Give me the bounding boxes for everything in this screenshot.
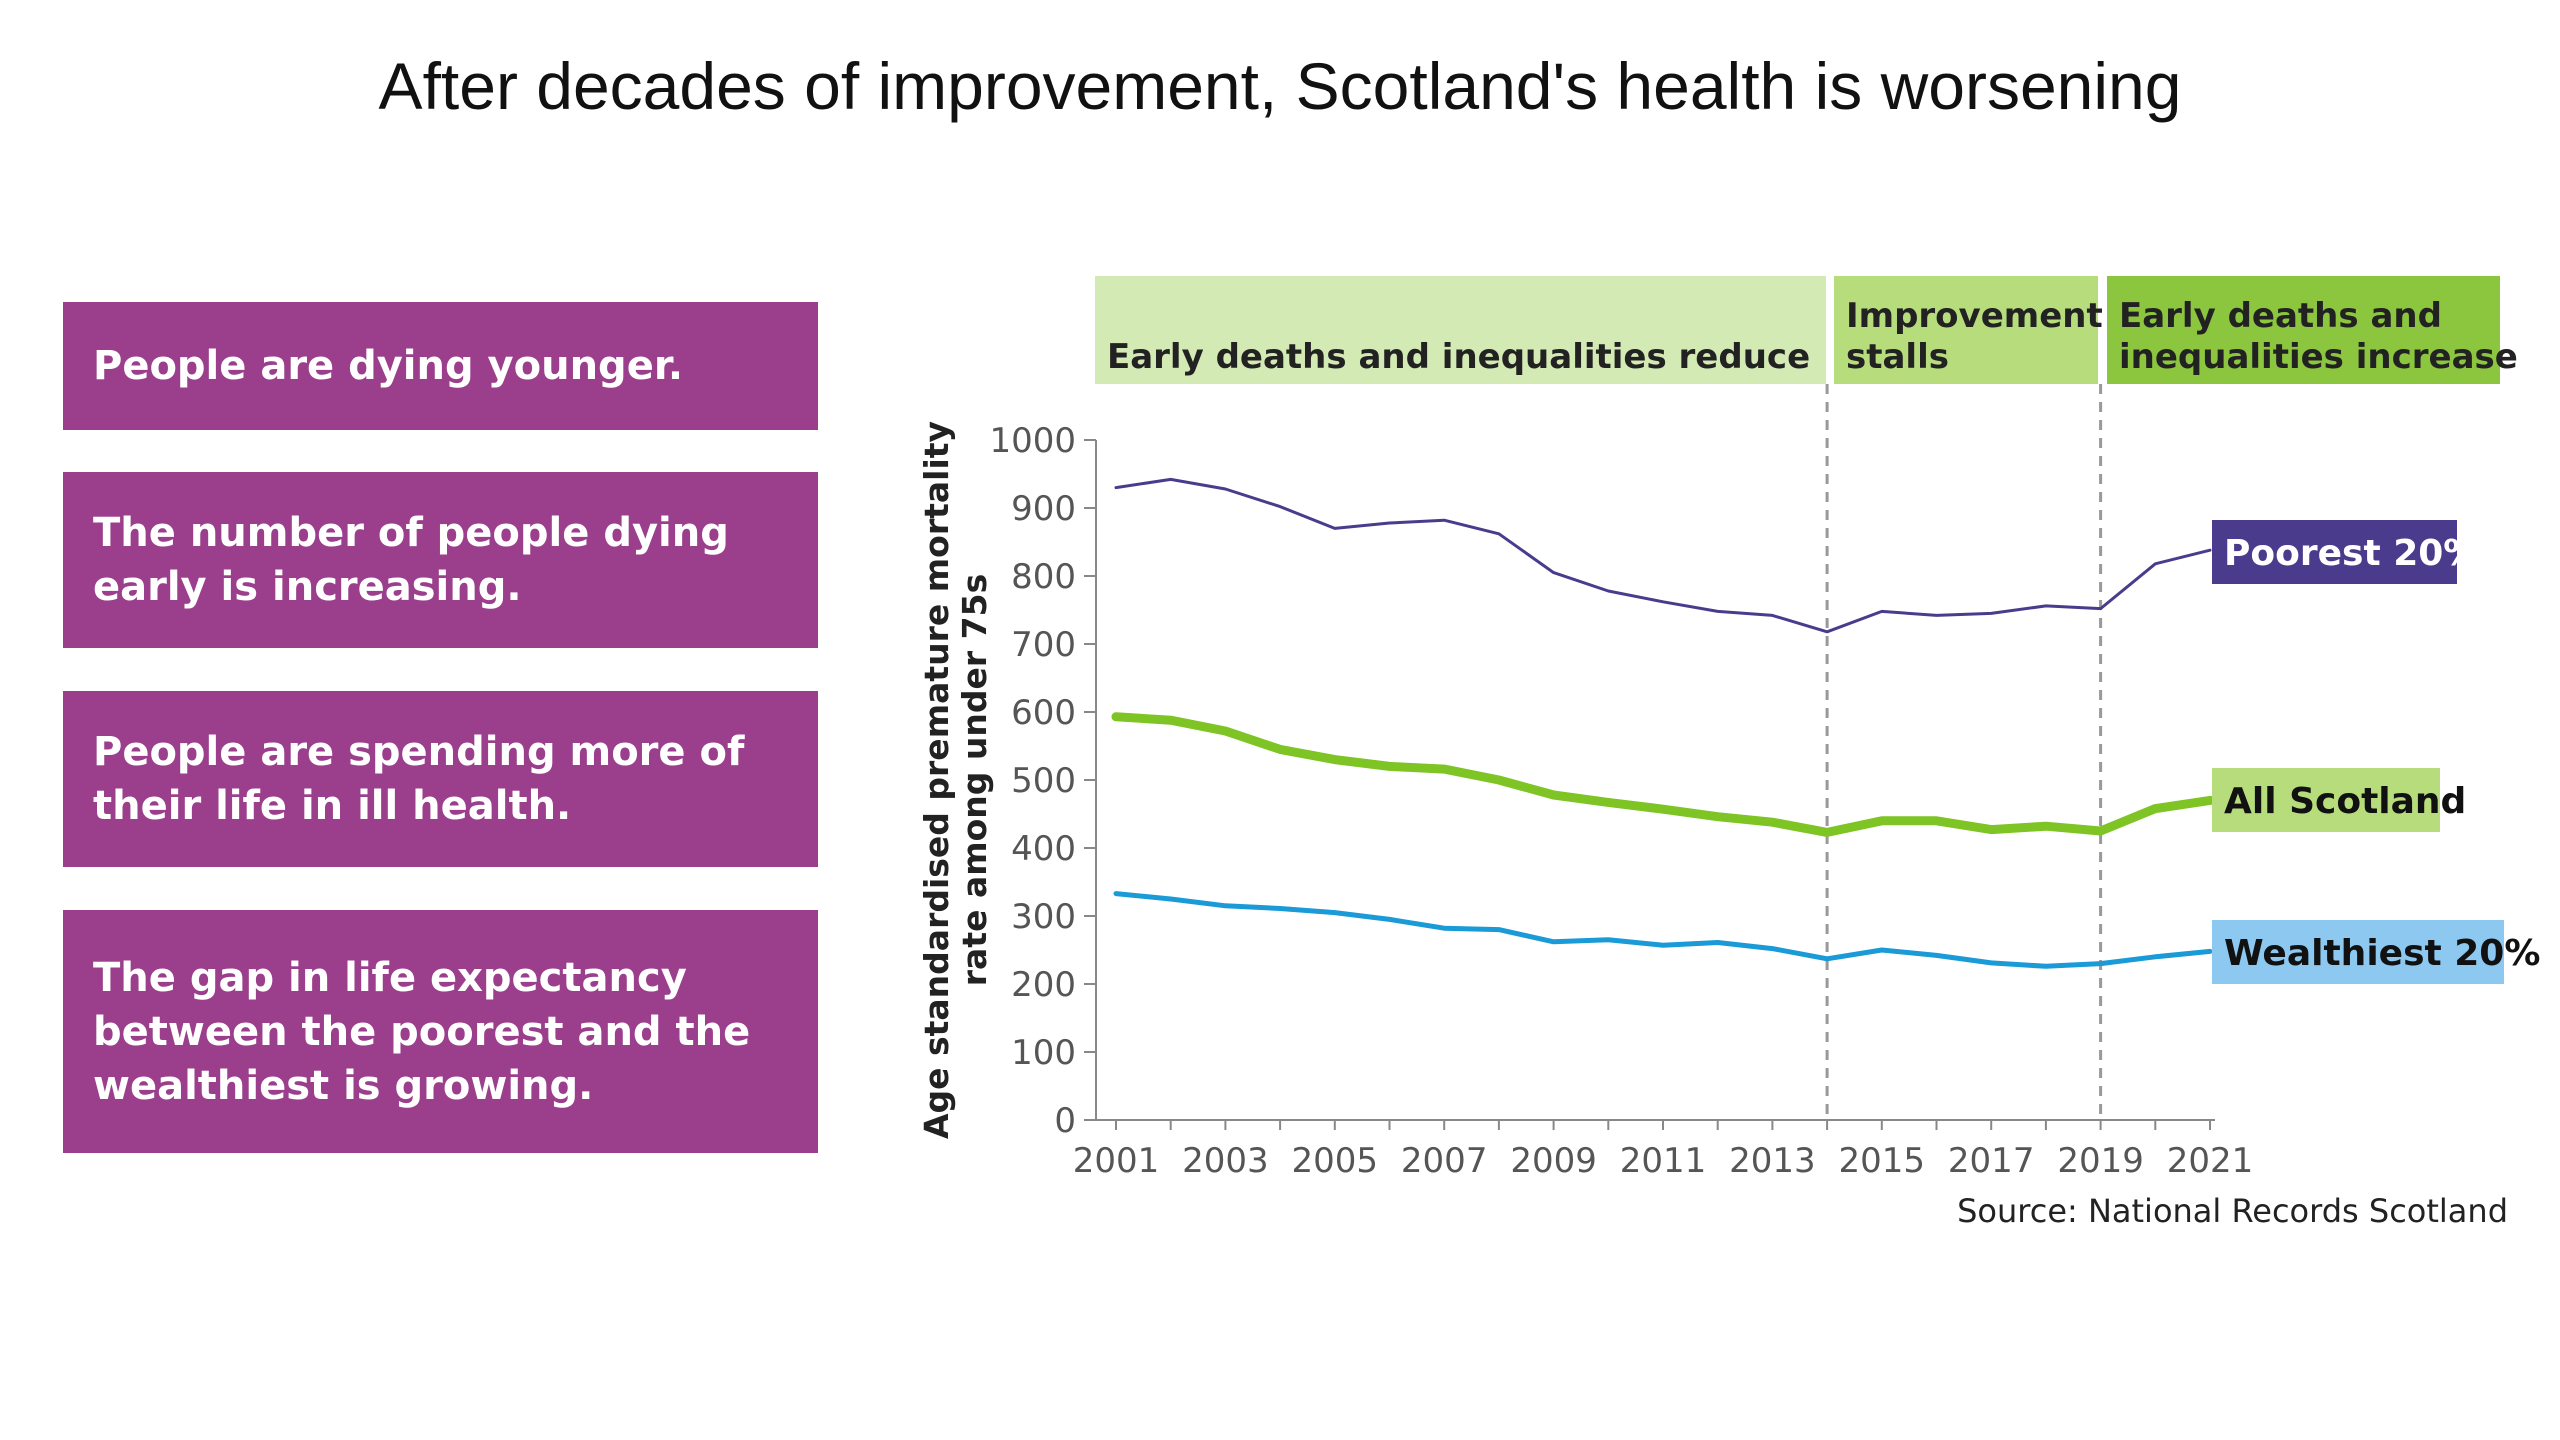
fact-text: The gap in life expectancy between the p… [93, 954, 751, 1109]
fact-box-ill-health: People are spending more of their life i… [63, 691, 818, 867]
legend-wealthiest-20: Wealthiest 20% [2224, 933, 2540, 974]
phase-label-1: Early deaths and inequalities reduce [1107, 337, 1810, 377]
x-tick-label: 2003 [1182, 1141, 1269, 1181]
y-tick-label: 500 [1011, 761, 1076, 801]
phase-band-3 [2107, 276, 2500, 384]
source-note: Source: National Records Scotland [1957, 1192, 2508, 1230]
x-tick-label: 2017 [1948, 1141, 2035, 1181]
y-tick-label: 0 [1054, 1101, 1076, 1141]
x-tick-label: 2001 [1073, 1141, 1160, 1181]
fact-text: The number of people dying early is incr… [93, 510, 729, 610]
y-tick-label: 600 [1011, 693, 1076, 733]
fact-box-life-expectancy-gap: The gap in life expectancy between the p… [63, 910, 818, 1153]
x-tick-label: 2019 [2057, 1141, 2144, 1181]
fact-box-dying-younger: People are dying younger. [63, 302, 818, 430]
x-tick-label: 2007 [1401, 1141, 1488, 1181]
legend-all-scotland-box [2212, 768, 2440, 832]
phase-label-3: Early deaths and inequalities increase [2119, 296, 2518, 377]
fact-text: People are dying younger. [93, 343, 684, 389]
y-tick-label: 200 [1011, 965, 1076, 1005]
phase-label-2: Improvement stalls [1846, 296, 2103, 377]
y-tick-label: 100 [1011, 1033, 1076, 1073]
y-axis-label: Age standardised premature mortalityrate… [917, 421, 994, 1139]
wealthiest-20-line [1113, 891, 2213, 969]
x-tick-label: 2015 [1839, 1141, 1926, 1181]
y-tick-label: 800 [1011, 557, 1076, 597]
phase-band-1 [1095, 276, 1826, 384]
y-tick-label: 300 [1011, 897, 1076, 937]
all-scotland-line [1111, 712, 2215, 837]
fact-text: People are spending more of their life i… [93, 729, 745, 829]
legend-poorest-20-box [2212, 520, 2457, 584]
legend-wealthiest-20-box [2212, 920, 2504, 984]
x-tick-label: 2009 [1510, 1141, 1597, 1181]
x-tick-label: 2021 [2167, 1141, 2254, 1181]
x-tick-label: 2013 [1729, 1141, 1816, 1181]
legend-all-scotland: All Scotland [2224, 781, 2466, 822]
legend-poorest-20: Poorest 20% [2224, 533, 2479, 574]
fact-box-early-deaths: The number of people dying early is incr… [63, 472, 818, 648]
x-tick-label: 2011 [1620, 1141, 1707, 1181]
page-title: After decades of improvement, Scotland's… [378, 49, 2182, 123]
phase-band-2 [1834, 276, 2098, 384]
y-tick-label: 700 [1011, 625, 1076, 665]
y-tick-label: 900 [1011, 489, 1076, 529]
poorest-20-line [1114, 477, 2212, 634]
x-tick-label: 2005 [1292, 1141, 1379, 1181]
y-tick-label: 400 [1011, 829, 1076, 869]
y-tick-label: 1000 [989, 421, 1076, 461]
